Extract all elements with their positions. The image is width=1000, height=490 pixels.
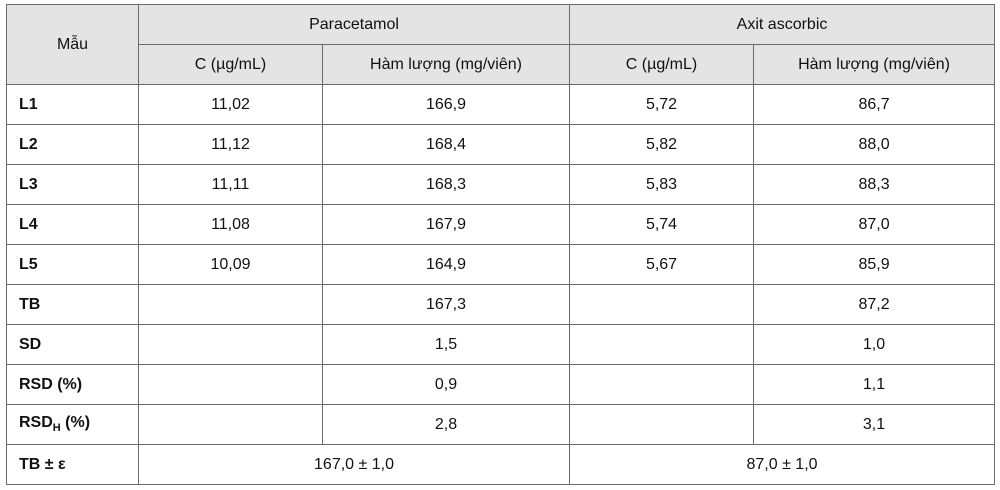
row-label: L2 [6, 124, 139, 165]
cell-p-content: 1,5 [321, 324, 571, 365]
table-row: L2 11,12 168,4 5,82 88,0 [6, 124, 996, 165]
rsdh-label-tail: (%) [60, 414, 91, 432]
cell-p-concentration: 11,08 [138, 204, 323, 245]
cell-a-content: 1,0 [753, 324, 996, 365]
cell-a-content: 87,2 [753, 284, 996, 325]
cell-p-content: 2,8 [321, 404, 571, 445]
cell-p-concentration: 11,02 [138, 84, 323, 125]
cell-a-concentration [569, 324, 755, 365]
row-label: SD [6, 324, 139, 365]
cell-a-content: 3,1 [753, 404, 996, 445]
header-p-content: Hàm lượng (mg/viên) [321, 44, 571, 85]
cell-p-content: 166,9 [321, 84, 571, 125]
results-table: Mẫu Paracetamol Axit ascorbic C (µg/mL) … [6, 4, 996, 485]
cell-a-concentration [569, 364, 755, 405]
cell-p-content: 167,3 [321, 284, 571, 325]
table-row: TB ± ε 167,0 ± 1,0 87,0 ± 1,0 [6, 444, 996, 485]
table-row: RSD (%) 0,9 1,1 [6, 364, 996, 405]
cell-a-content: 85,9 [753, 244, 996, 285]
cell-p-concentration [138, 324, 323, 365]
cell-a-concentration: 5,67 [569, 244, 755, 285]
cell-p-content: 168,3 [321, 164, 571, 205]
header-ascorbic-acid: Axit ascorbic [569, 4, 996, 45]
cell-a-final: 87,0 ± 1,0 [569, 444, 996, 485]
rsdh-label-sub: H [52, 422, 61, 435]
cell-p-concentration [138, 364, 323, 405]
cell-a-concentration: 5,72 [569, 84, 755, 125]
row-label: L1 [6, 84, 139, 125]
cell-p-content: 164,9 [321, 244, 571, 285]
cell-a-content: 1,1 [753, 364, 996, 405]
cell-a-concentration: 5,82 [569, 124, 755, 165]
cell-a-concentration [569, 404, 755, 445]
cell-p-concentration: 11,12 [138, 124, 323, 165]
cell-p-concentration: 11,11 [138, 164, 323, 205]
header-sample: Mẫu [6, 4, 139, 85]
cell-p-content: 168,4 [321, 124, 571, 165]
row-label: L4 [6, 204, 139, 245]
cell-a-concentration [569, 284, 755, 325]
row-label-rsdh: RSDH (%) [6, 404, 139, 445]
row-label: RSD (%) [6, 364, 139, 405]
header-a-concentration: C (µg/mL) [569, 44, 755, 85]
cell-p-content: 0,9 [321, 364, 571, 405]
cell-a-concentration: 5,74 [569, 204, 755, 245]
header-paracetamol: Paracetamol [137, 4, 571, 45]
cell-a-content: 86,7 [753, 84, 996, 125]
row-label: L3 [6, 164, 139, 205]
results-table-container: Mẫu Paracetamol Axit ascorbic C (µg/mL) … [6, 4, 996, 485]
row-label: TB ± ε [6, 444, 139, 485]
table-row: L1 11,02 166,9 5,72 86,7 [6, 84, 996, 125]
table-row: L5 10,09 164,9 5,67 85,9 [6, 244, 996, 285]
cell-p-concentration [138, 284, 323, 325]
cell-a-content: 88,0 [753, 124, 996, 165]
cell-p-final: 167,0 ± 1,0 [137, 444, 571, 485]
table-row: L4 11,08 167,9 5,74 87,0 [6, 204, 996, 245]
table-row: TB 167,3 87,2 [6, 284, 996, 325]
cell-a-content: 88,3 [753, 164, 996, 205]
row-label: L5 [6, 244, 139, 285]
table-row: SD 1,5 1,0 [6, 324, 996, 365]
table-row: L3 11,11 168,3 5,83 88,3 [6, 164, 996, 205]
cell-p-content: 167,9 [321, 204, 571, 245]
cell-p-concentration: 10,09 [138, 244, 323, 285]
header-a-content: Hàm lượng (mg/viên) [753, 44, 996, 85]
rsdh-label-main: RSD [19, 414, 53, 432]
table-row: RSDH (%) 2,8 3,1 [6, 404, 996, 445]
cell-a-content: 87,0 [753, 204, 996, 245]
cell-p-concentration [138, 404, 323, 445]
cell-a-concentration: 5,83 [569, 164, 755, 205]
header-p-concentration: C (µg/mL) [138, 44, 323, 85]
row-label: TB [6, 284, 139, 325]
